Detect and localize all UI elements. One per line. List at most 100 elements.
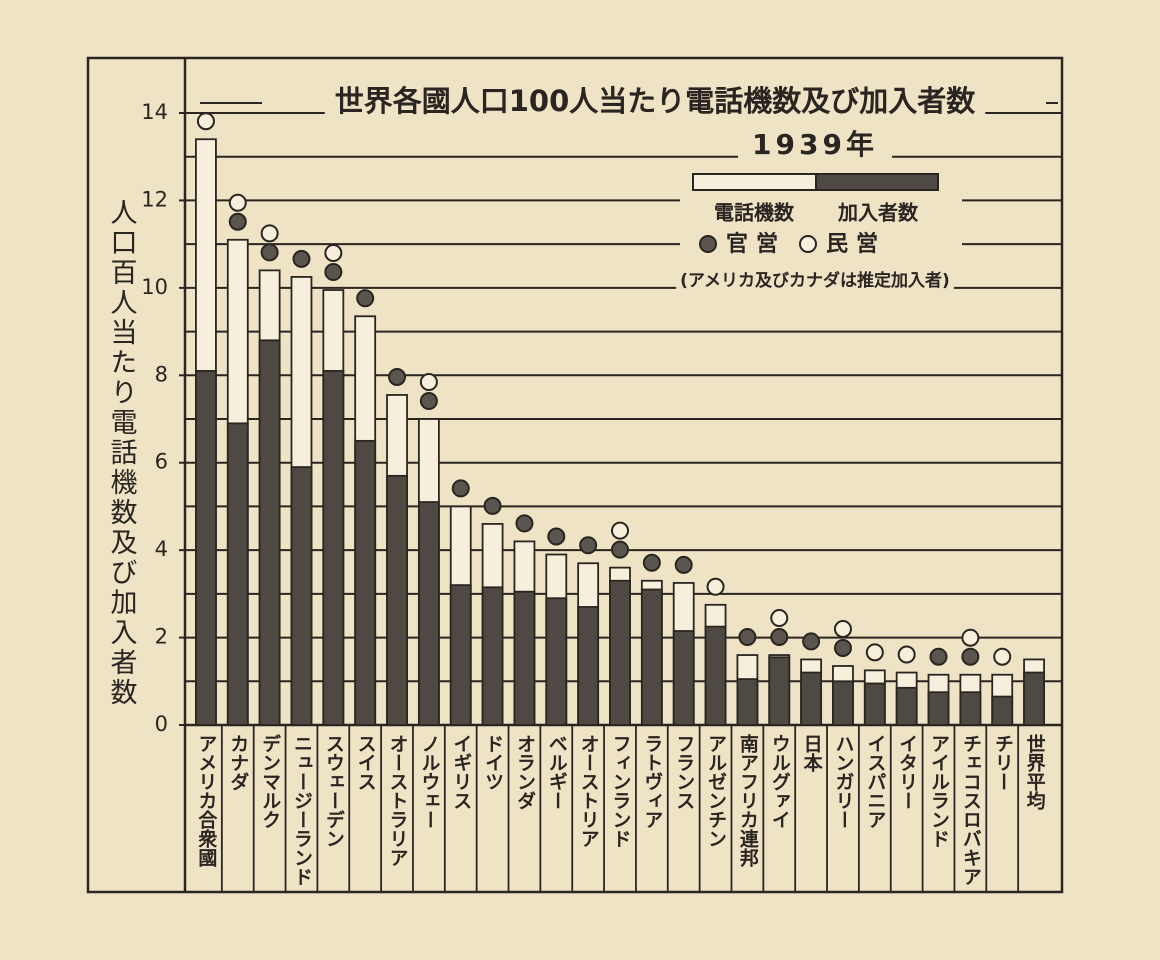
ownership-marker (260, 224, 279, 243)
x-tick-label: イスパニア (864, 734, 886, 829)
ownership-marker (324, 244, 343, 263)
subscriber-bar (672, 630, 695, 726)
ownership-marker (388, 367, 407, 386)
ownership-marker (961, 647, 980, 666)
x-tick-label: ニュージーランド (291, 734, 313, 886)
legend-swatch (815, 173, 939, 191)
x-tick-label: オーストリア (578, 734, 600, 848)
subscriber-bar (354, 439, 377, 726)
subscriber-bar (1023, 671, 1045, 726)
x-tick-label: オーストラリア (387, 734, 409, 867)
x-tick-label: チェコスロバキア (960, 734, 982, 886)
ownership-marker (993, 647, 1012, 666)
legend-swatch (692, 173, 817, 191)
x-tick-label: ドイツ (482, 734, 504, 791)
subscriber-bar (290, 466, 313, 726)
subscriber-bar (704, 625, 727, 726)
marks (195, 112, 1045, 726)
x-tick-label: ハンガリー (832, 734, 854, 829)
subscriber-bar (513, 590, 536, 726)
subscriber-bar (195, 370, 217, 726)
y-tick-label: 4 (155, 537, 168, 561)
y-tick-label: 10 (141, 275, 168, 299)
subscriber-bar (736, 678, 759, 726)
subscriber-bar (895, 686, 918, 726)
subscriber-bar (322, 370, 345, 726)
legend-label: 電話機数 (714, 201, 795, 225)
x-tick-label: ノルウェー (418, 734, 440, 829)
text-backdrop (324, 82, 986, 120)
y-tick-label: 8 (155, 362, 168, 386)
y-tick-label: 12 (141, 187, 168, 211)
subscriber-bar (386, 474, 408, 726)
subscriber-bar (481, 586, 504, 726)
ownership-marker (196, 112, 215, 131)
x-tick-label: スイス (355, 734, 377, 791)
ownership-marker (674, 555, 693, 574)
subscriber-bar (800, 671, 823, 726)
ownership-marker (802, 632, 821, 651)
ownership-marker (547, 527, 566, 546)
ownership-marker (260, 243, 279, 262)
x-tick-label: アイルランド (928, 734, 950, 848)
legend-marker (799, 235, 817, 253)
x-tick-label: オランダ (514, 734, 536, 810)
ownership-marker (897, 645, 916, 664)
legend-label: 加入者数 (837, 201, 919, 225)
ownership-marker (292, 249, 311, 268)
ownership-marker (611, 521, 629, 540)
ownership-marker (579, 536, 598, 555)
y-tick-label: 0 (155, 712, 168, 736)
x-tick-label: イタリー (896, 734, 918, 810)
ownership-marker (929, 647, 948, 666)
ownership-marker (515, 514, 534, 533)
ownership-marker (451, 479, 470, 498)
frame (86, 56, 1064, 894)
legend-label: 官営 (726, 231, 786, 257)
chart-title: 世界各國人口100人当たり電話機数及び加入者数 (335, 84, 976, 118)
subscriber-bar (258, 339, 281, 726)
x-tick-label: 南アフリカ連邦 (737, 734, 759, 868)
y-tick-label: 14 (141, 100, 168, 124)
subscriber-bar (577, 606, 600, 726)
subscriber-bar (449, 584, 472, 726)
ownership-marker (770, 609, 789, 628)
x-tick-label: アメリカ合衆國 (195, 734, 218, 868)
subscriber-bar (832, 680, 854, 726)
ownership-marker (356, 289, 375, 308)
legend-label: 民営 (826, 231, 886, 257)
legend-marker (699, 235, 717, 253)
subscriber-bar (417, 501, 440, 726)
x-tick-label: ウルグァイ (769, 734, 791, 829)
ownership-marker (419, 373, 438, 391)
ownership-marker (419, 392, 438, 410)
y-tick-label: 6 (155, 450, 168, 474)
text-backdrop (676, 268, 954, 293)
x-tick-label: 日本 (801, 734, 824, 773)
x-tick-label: ラトヴィア (641, 734, 663, 829)
x-tick-label: スウェーデン (323, 734, 345, 848)
x-tick-label: イギリス (450, 734, 472, 810)
ownership-marker (833, 638, 852, 657)
text-backdrop (738, 126, 892, 163)
x-tick-label: カナダ (227, 734, 249, 791)
ownership-marker (706, 577, 725, 596)
ownership-marker (483, 496, 502, 515)
ownership-marker (833, 619, 852, 638)
subscriber-bar (959, 691, 982, 726)
x-tick-label: チリー (992, 734, 1014, 791)
subscriber-bar (927, 691, 950, 726)
chart-note: (アメリカ及びカナダは推定加入者) (680, 270, 950, 291)
y-axis-title: 人口百人当たり電話機数及び加入者数 (106, 198, 138, 708)
ownership-marker (642, 553, 661, 572)
ownership-marker (324, 263, 343, 282)
x-tick-label: アルゼンチン (705, 734, 727, 848)
labels: 人口百人当たり電話機数及び加入者数 0 2 4 6 8 10 12 14 世界各國人口100人当… (106, 82, 1058, 886)
x-tick-label: ベルギー (546, 734, 568, 810)
x-tick-label: 世界平均 (1024, 734, 1046, 810)
subscriber-bar (609, 579, 631, 726)
ownership-marker (228, 193, 247, 212)
